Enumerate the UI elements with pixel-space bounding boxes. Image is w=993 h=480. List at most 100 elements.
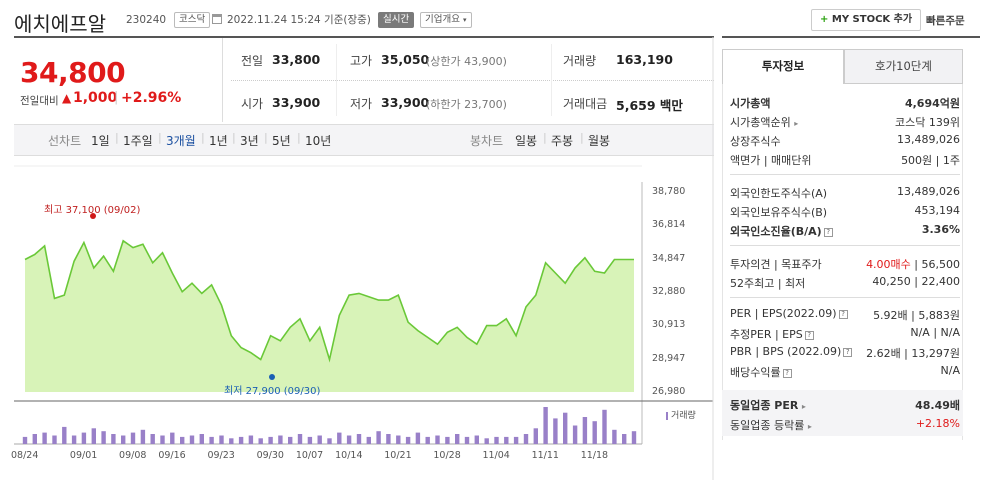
volume-bar [386, 434, 391, 444]
x-tick-label: 10/21 [384, 450, 412, 461]
volume-bar [327, 438, 332, 444]
volume-bar [288, 436, 293, 444]
range-tab[interactable]: 10년 [305, 134, 332, 148]
volume-bar [533, 428, 538, 444]
volume-bar [199, 434, 204, 444]
shares-label: 상장주식수 [730, 135, 781, 148]
row-shares: 상장주식수 13,489,026 [730, 133, 960, 149]
x-tick-label: 09/30 [256, 450, 284, 461]
chevron-right-icon[interactable]: ▸ [807, 422, 812, 431]
volume-bar [464, 436, 470, 444]
volume-bar [62, 426, 67, 444]
volume-bar [484, 438, 489, 444]
range-tab[interactable]: 1년 [209, 134, 228, 148]
volume-bar [71, 435, 77, 444]
change-separator: | [114, 90, 119, 105]
mystock-add-label: MY STOCK 추가 [831, 14, 913, 25]
ind-rate-label: 동일업종 등락률 [730, 419, 805, 432]
volume-bar [435, 435, 440, 444]
cap-rank-wrap: 시가총액순위 ▸ [730, 114, 798, 130]
volume-bar [32, 434, 37, 444]
volume-bar [130, 432, 136, 444]
candle-tab[interactable]: 월봉 [588, 134, 611, 148]
help-icon[interactable]: ? [782, 368, 792, 378]
candle-tab[interactable]: 일봉 [515, 134, 538, 148]
volume-bar [81, 432, 87, 444]
volume-bar [543, 407, 548, 444]
row-foreign-ratio: 외국인소진율(B/A)? 3.36% [730, 223, 960, 239]
realtime-badge[interactable]: 실시간 [378, 12, 415, 28]
volume-label: 거래량 [563, 54, 597, 68]
stock-code: 230240 [126, 14, 167, 26]
ind-rate-wrap: 동일업종 등락률 ▸ [730, 417, 812, 433]
help-icon[interactable]: ? [823, 227, 833, 237]
candle-tab[interactable]: 주봉 [551, 134, 574, 148]
min-annotation: 최저 27,900 (09/30) [224, 386, 321, 397]
row-market-cap: 시가총액 4,694억원 [730, 95, 960, 111]
pbr-label: PBR | BPS (2022.09) [730, 345, 842, 358]
stock-name: 에치에프알 [14, 12, 106, 36]
row-ind-rate: 동일업종 등락률 ▸ +2.18% [730, 417, 960, 433]
volume-bar [622, 434, 627, 444]
prev-close-label: 전일 [241, 54, 264, 68]
company-info-button[interactable]: 기업개요 ▾ [420, 12, 472, 28]
volume-bar [602, 409, 607, 444]
ind-per-value: 48.49배 [915, 399, 960, 412]
row-foreign-hold: 외국인보유주식수(B) 453,194 [730, 204, 960, 220]
volume-bar [376, 431, 381, 444]
y-tick-label: 28,947 [652, 352, 686, 364]
volume-bar [572, 425, 578, 444]
volume-bar [346, 435, 352, 444]
industry-box [722, 390, 963, 436]
quick-order-link[interactable]: 빠른주문 [926, 15, 965, 27]
help-icon[interactable]: ? [838, 309, 848, 319]
per-wrap: PER | EPS(2022.09)? [730, 307, 848, 320]
cap-rank-value: 코스닥 139위 [895, 116, 960, 129]
volume-bar [258, 438, 263, 444]
range-tab[interactable]: 1주일 [123, 134, 153, 148]
invest-divider-3 [730, 297, 960, 298]
mystock-add-button[interactable]: + MY STOCK 추가 [811, 9, 922, 31]
help-icon[interactable]: ? [843, 347, 853, 357]
chart-tab-bar [14, 124, 714, 156]
opinion-label: 투자의견 | 목표주가 [730, 258, 822, 271]
chevron-right-icon[interactable]: ▸ [801, 402, 806, 411]
change-percent: +2.96% [121, 90, 182, 106]
volume-bar [523, 434, 529, 444]
x-tick-label: 11/18 [580, 450, 609, 461]
min-marker [269, 374, 275, 380]
help-icon[interactable]: ? [804, 330, 814, 340]
open-value: 33,900 [272, 95, 321, 110]
range-tab[interactable]: 1일 [91, 134, 110, 148]
range-tab[interactable]: 3개월 [166, 134, 196, 148]
target-value: 56,500 [921, 258, 961, 271]
volume-bar [101, 431, 106, 444]
market-cap-label: 시가총액 [730, 97, 771, 110]
ind-per-label: 동일업종 PER [730, 399, 799, 412]
y-tick-label: 36,814 [652, 219, 686, 231]
volume-bar [42, 432, 47, 444]
volume-bar [22, 436, 28, 444]
calendar-icon [212, 14, 222, 24]
opinion-wrap: 4.00매수 | 56,500 [866, 258, 961, 271]
volume-bar [189, 435, 195, 444]
range-tab[interactable]: 5년 [272, 134, 291, 148]
x-tick-label: 09/08 [119, 450, 147, 461]
volume-bar [504, 436, 509, 444]
volume-bar [268, 436, 273, 444]
amount-value: 5,659 백만 [616, 98, 683, 113]
est-per-wrap: 추정PER | EPS? [730, 326, 814, 342]
volume-bar [170, 432, 175, 444]
shares-value: 13,489,026 [897, 133, 960, 146]
tab-hoga[interactable]: 호가10단계 [844, 49, 963, 84]
tab-invest[interactable]: 투자정보 [722, 49, 844, 84]
chevron-right-icon[interactable]: ▸ [794, 119, 799, 128]
range-tab[interactable]: 3년 [240, 134, 259, 148]
ind-rate-value: +2.18% [915, 417, 960, 430]
est-per-label: 추정PER | EPS [730, 328, 803, 341]
volume-bar [229, 438, 234, 444]
y-tick-label: 32,880 [652, 286, 686, 297]
volume-bar [474, 435, 479, 444]
volume-bar [91, 428, 96, 444]
foreign-limit-value: 13,489,026 [897, 185, 960, 198]
